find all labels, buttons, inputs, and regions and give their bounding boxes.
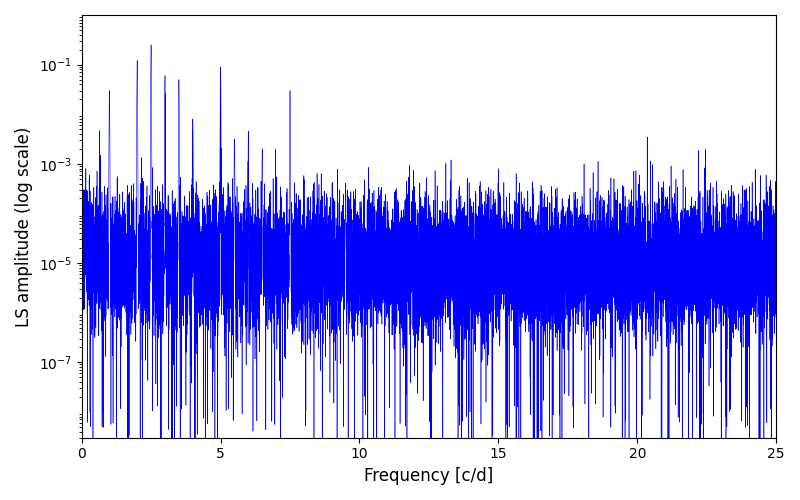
Y-axis label: LS amplitude (log scale): LS amplitude (log scale): [15, 126, 33, 326]
X-axis label: Frequency [c/d]: Frequency [c/d]: [364, 467, 494, 485]
